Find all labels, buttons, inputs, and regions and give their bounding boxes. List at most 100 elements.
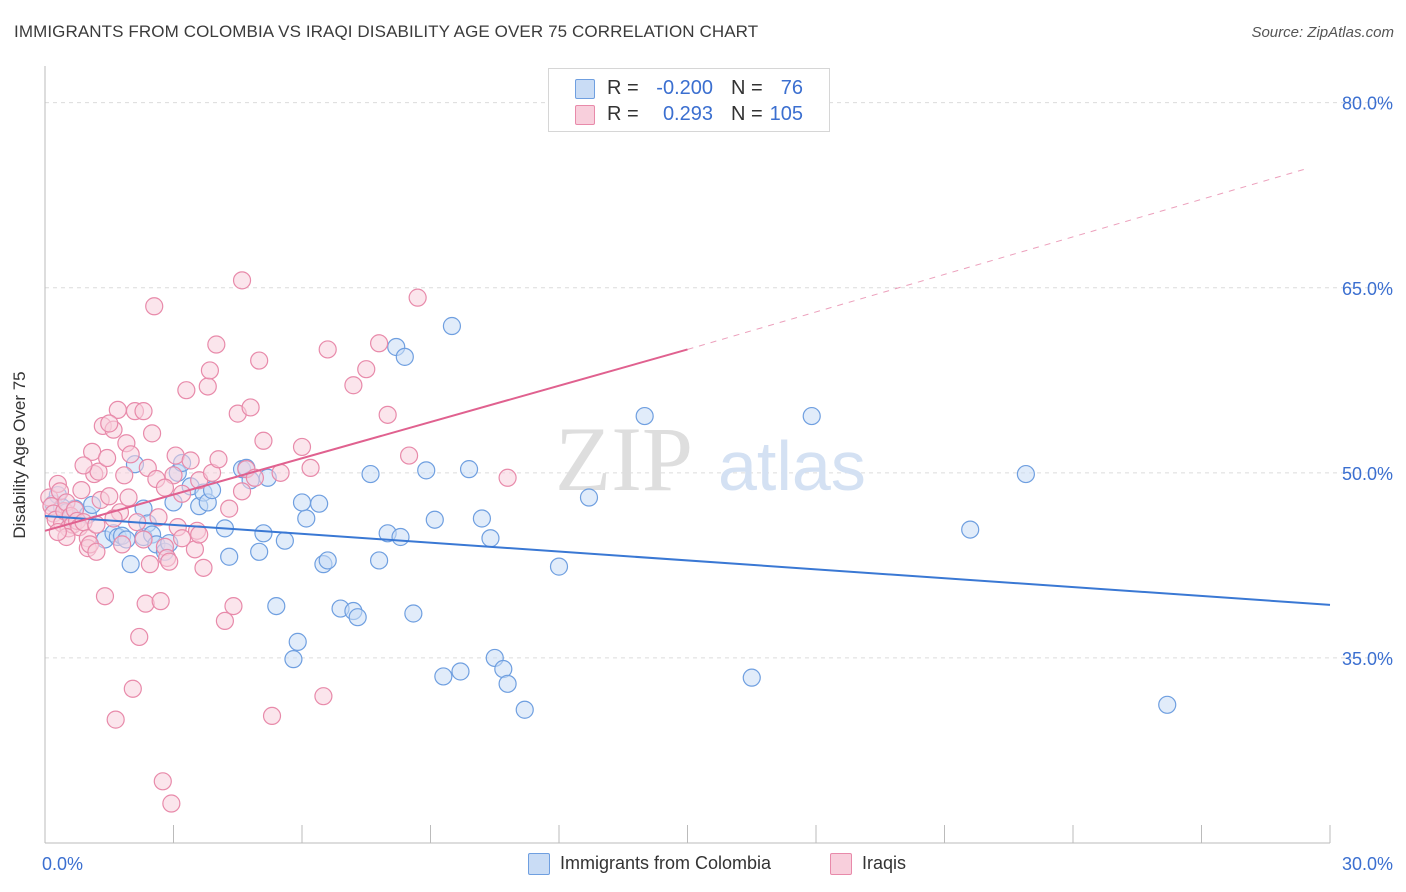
colombia-point	[579, 488, 599, 507]
colombia-point	[1158, 695, 1177, 714]
iraqis-point	[301, 458, 320, 478]
chart-source: Source: ZipAtlas.com	[1251, 24, 1394, 41]
iraqis-trend-line	[44, 348, 688, 532]
iraqis-point	[100, 487, 119, 506]
colombia-point	[515, 700, 534, 719]
colombia-point	[267, 596, 286, 616]
iraqis-point	[134, 530, 153, 549]
iraqis-point	[357, 360, 376, 379]
iraqis-point	[95, 587, 115, 606]
iraqis-point	[130, 627, 149, 647]
legend-r-value: 0.293	[662, 103, 713, 125]
iraqis-point	[181, 451, 200, 470]
colombia-point	[220, 547, 239, 566]
colombia-point	[361, 464, 380, 484]
iraqis-point	[164, 466, 183, 485]
iraqis-point	[153, 772, 172, 791]
iraqis-point	[200, 361, 220, 380]
iraqis-point	[254, 431, 273, 450]
legend-n-label: N =	[731, 77, 763, 99]
colombia-point	[348, 608, 367, 627]
iraqis-point	[498, 468, 517, 487]
colombia-point	[370, 551, 389, 570]
iraqis-point	[408, 288, 427, 307]
iraqis-point	[215, 611, 234, 631]
bottom-legend-swatch-colombia	[528, 853, 550, 875]
colombia-point	[395, 347, 414, 366]
iraqis-point	[72, 481, 91, 500]
iraqis-point	[194, 558, 213, 577]
watermark-zip: ZIP	[555, 408, 693, 510]
colombia-point	[404, 604, 423, 623]
iraqis-point	[136, 594, 155, 613]
colombia-point	[742, 668, 761, 687]
iraqis-point	[318, 340, 337, 359]
iraqis-trend-extension	[687, 167, 1309, 350]
colombia-point	[318, 551, 337, 570]
iraqis-point	[151, 592, 170, 611]
legend-n-value: 105	[769, 103, 803, 125]
legend-n-value: 76	[780, 77, 803, 99]
iraqis-point	[160, 552, 179, 571]
iraqis-point	[115, 466, 134, 485]
colombia-point	[451, 662, 470, 681]
iraqis-point	[344, 376, 363, 395]
iraqis-point	[100, 414, 119, 433]
colombia-point	[802, 406, 821, 426]
colombia-point	[481, 529, 500, 548]
colombia-trend-line	[44, 515, 1331, 606]
colombia-point	[275, 531, 294, 550]
legend-row-iraqis: R = 0.293 N = 105	[549, 101, 829, 127]
colombia-point	[417, 461, 436, 480]
watermark-atlas: atlas	[718, 427, 866, 505]
bottom-legend-swatch-iraqis	[830, 853, 852, 875]
legend-swatch-colombia	[575, 79, 595, 99]
colombia-point	[425, 510, 444, 529]
correlation-legend: R = -0.200 N = 76 R = 0.293 N = 105	[548, 68, 830, 132]
iraqis-point	[378, 405, 397, 424]
colombia-point	[292, 493, 312, 512]
iraqis-point	[87, 542, 106, 561]
iraqis-point	[123, 679, 142, 698]
iraqis-point	[220, 499, 239, 518]
iraqis-point	[98, 448, 117, 468]
iraqis-point	[142, 424, 162, 443]
iraqis-point	[209, 450, 228, 469]
y-axis-label: Disability Age Over 75	[10, 371, 29, 539]
iraqis-point	[198, 377, 217, 396]
colombia-point	[288, 632, 307, 651]
legend-r-label: R =	[607, 103, 639, 125]
iraqis-point	[250, 351, 269, 370]
legend-r-value: -0.200	[656, 77, 713, 99]
iraqis-point	[172, 529, 192, 548]
y-tick-label: 35.0%	[1342, 649, 1393, 669]
iraqis-point	[399, 446, 419, 465]
colombia-point	[459, 460, 479, 479]
iraqis-point	[145, 297, 164, 316]
iraqis-point	[207, 335, 226, 354]
iraqis-point	[74, 456, 93, 475]
iraqis-point	[370, 334, 389, 353]
iraqis-point	[112, 535, 132, 554]
iraqis-point	[262, 706, 282, 726]
y-tick-label: 80.0%	[1342, 94, 1393, 114]
iraqis-point	[177, 381, 196, 400]
iraqis-point	[232, 482, 252, 501]
iraqis-point	[224, 596, 243, 616]
y-tick-label: 65.0%	[1342, 279, 1393, 299]
colombia-point	[310, 494, 329, 513]
colombia-point	[121, 555, 140, 574]
x-tick-label: 0.0%	[42, 854, 83, 874]
colombia-point	[549, 557, 569, 576]
legend-n-label: N =	[731, 103, 763, 125]
iraqis-point	[162, 794, 181, 813]
iraqis-point	[155, 478, 175, 497]
legend-r-label: R =	[607, 77, 639, 99]
colombia-point	[297, 509, 316, 528]
colombia-point	[961, 520, 980, 539]
colombia-point	[442, 316, 462, 336]
iraqis-point	[140, 555, 160, 574]
iraqis-point	[121, 445, 140, 464]
legend-swatch-iraqis	[575, 105, 595, 125]
bottom-legend-label-iraqis: Iraqis	[862, 853, 907, 873]
